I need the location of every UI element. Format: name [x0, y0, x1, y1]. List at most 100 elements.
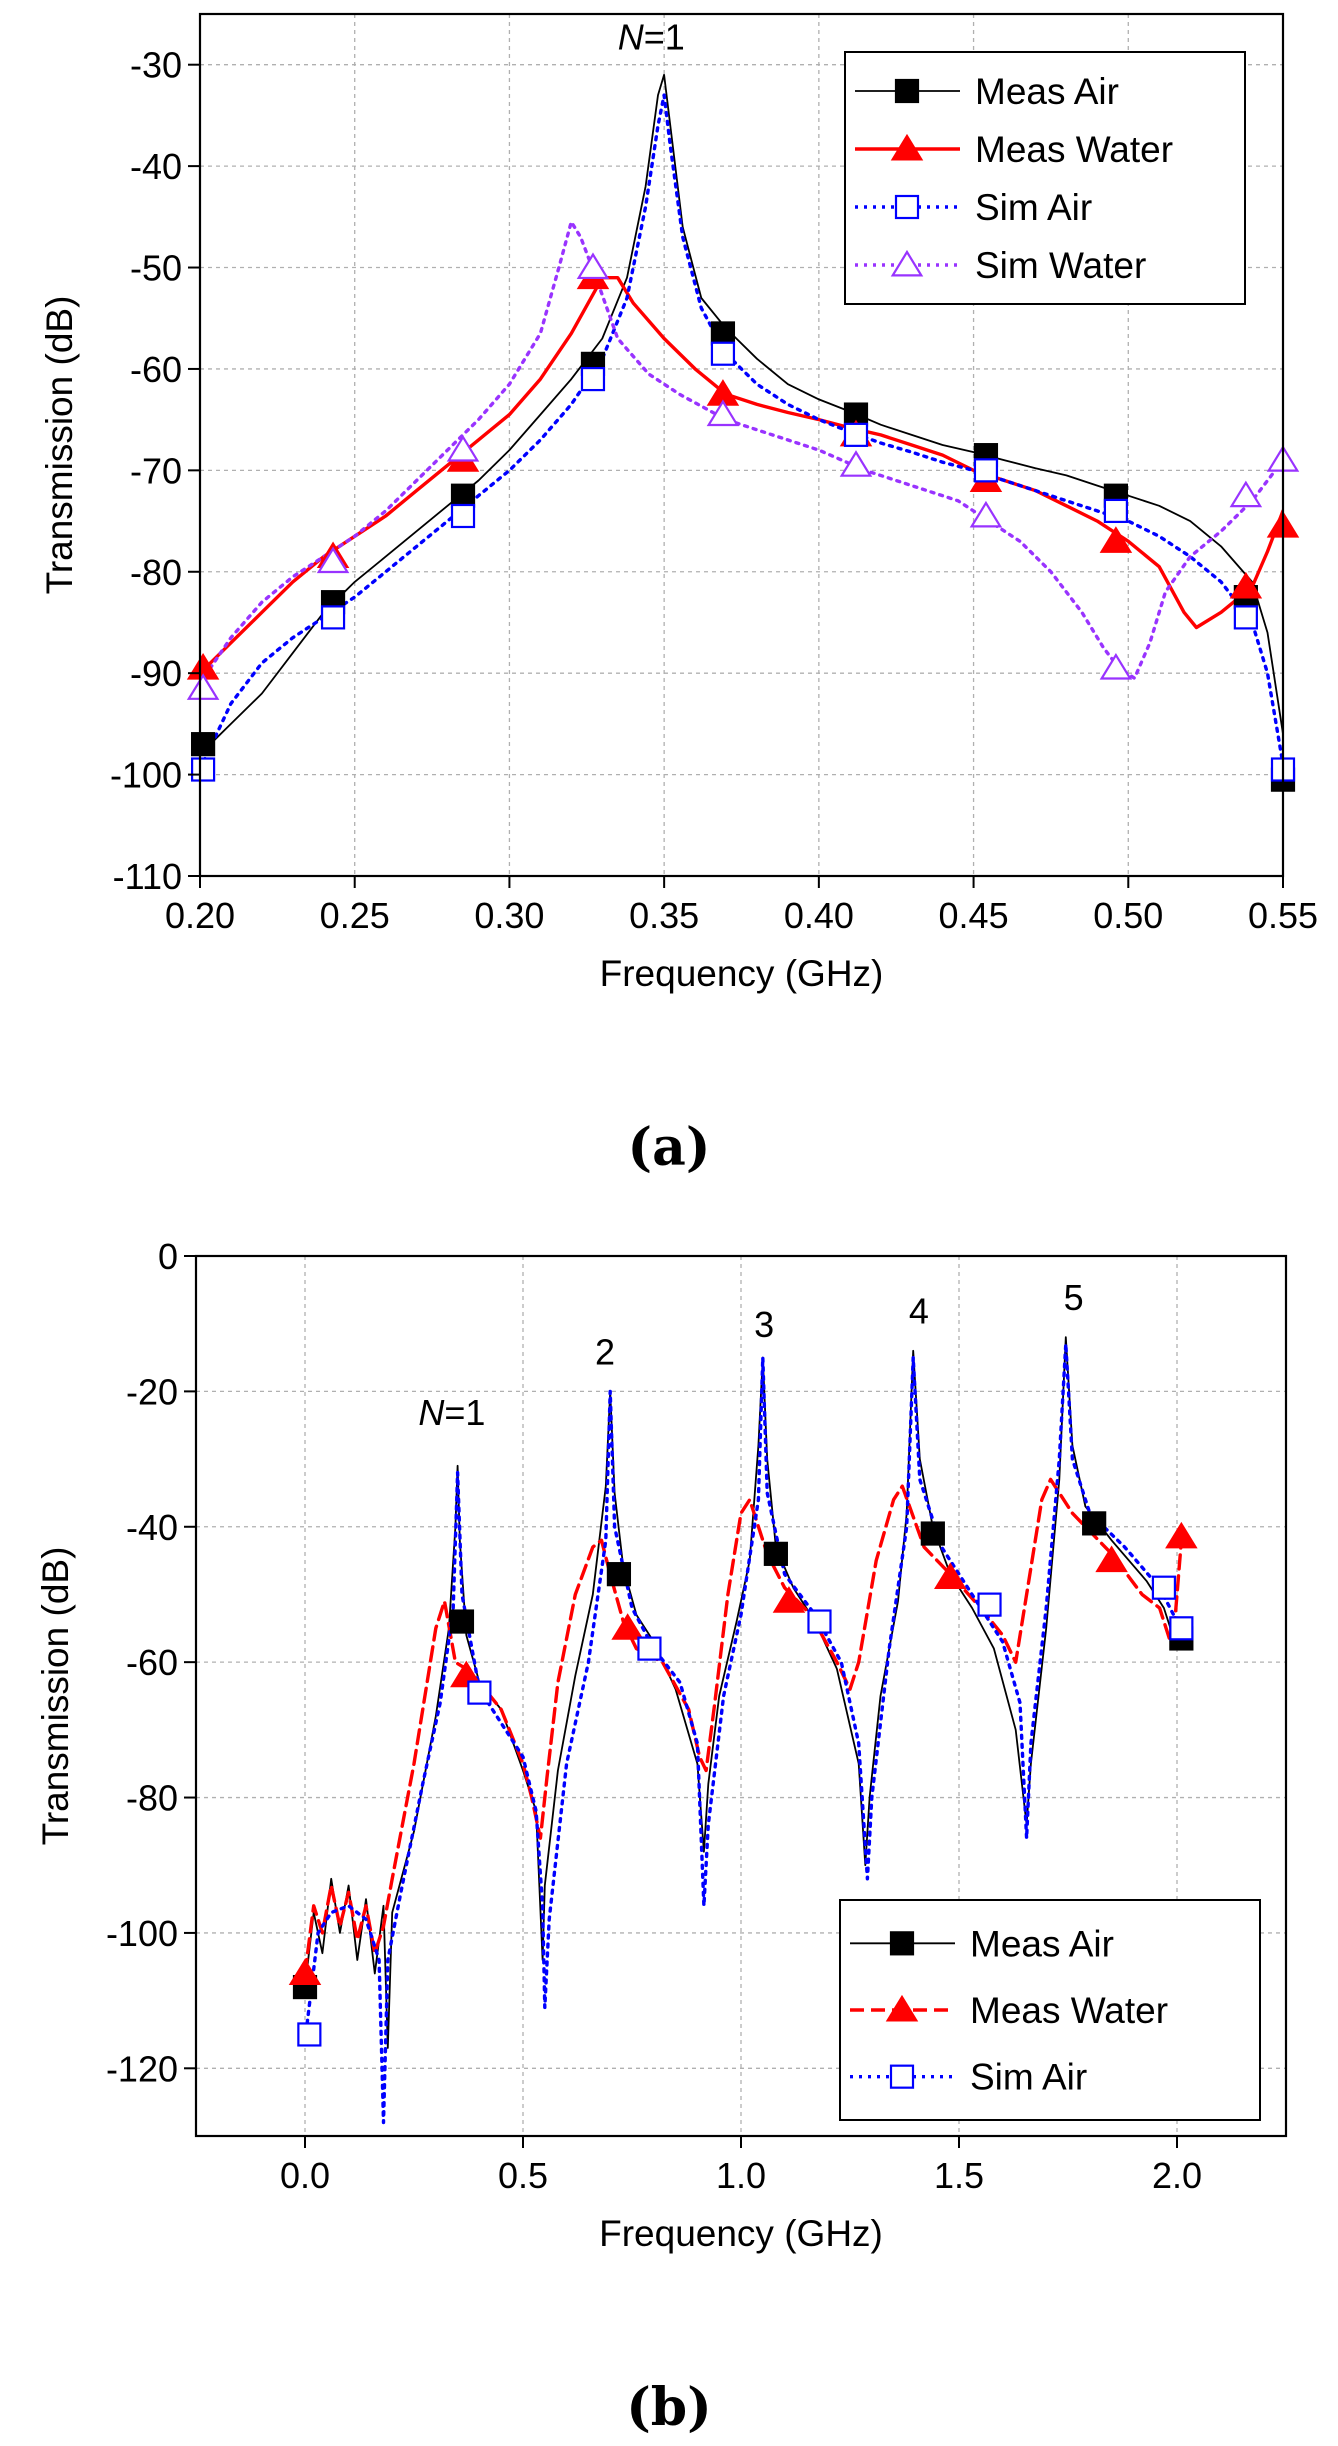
data-point-sim-air: [297, 2022, 322, 2047]
legend-marker-meas-air: [889, 1931, 915, 1956]
y-tick-label: -100: [106, 1913, 178, 1954]
data-point-sim-water: [316, 546, 350, 574]
peak-annotation: N=1: [418, 1392, 485, 1433]
legend-label-sim-air: Sim Air: [970, 2057, 1087, 2098]
x-tick-label: 0.25: [320, 895, 390, 936]
legend-marker-sim-air: [894, 194, 920, 220]
y-tick-label: -50: [130, 248, 182, 289]
legend-label-sim-water: Sim Water: [975, 245, 1146, 286]
data-point-meas-water: [934, 1562, 967, 1590]
y-tick-label: -120: [106, 2048, 178, 2089]
x-tick-label: 0.5: [498, 2155, 548, 2196]
legend-label-meas-water: Meas Water: [970, 1990, 1168, 2031]
data-point-sim-air: [807, 1609, 832, 1634]
caption-b: (b): [626, 2377, 712, 2438]
axes-frame: [198, 12, 1285, 878]
legend-label-meas-air: Meas Air: [975, 71, 1119, 112]
data-point-meas-water: [288, 1958, 322, 1986]
data-point-meas-water: [611, 1613, 644, 1640]
data-point-sim-air: [1169, 1616, 1194, 1641]
y-axis-label: Transmission (dB): [39, 296, 80, 595]
y-tick-label: -30: [130, 45, 182, 86]
x-tick-label: 1.0: [716, 2155, 766, 2196]
peak-annotation: 5: [1064, 1277, 1084, 1318]
legend-label-meas-air: Meas Air: [970, 1923, 1114, 1964]
data-point-sim-air: [320, 605, 346, 630]
x-tick-label: 0.0: [280, 2155, 330, 2196]
legend-marker-meas-water: [890, 133, 924, 161]
x-tick-label: 0.45: [939, 895, 1009, 936]
data-point-meas-water: [1095, 1545, 1128, 1573]
y-tick-label: -90: [130, 653, 182, 694]
y-tick-label: -80: [130, 552, 182, 593]
data-point-sim-air: [467, 1680, 492, 1705]
data-point-meas-air: [710, 321, 736, 346]
x-tick-label: 0.40: [784, 895, 854, 936]
data-point-sim-water: [1099, 652, 1133, 680]
data-point-sim-air: [710, 341, 736, 366]
data-point-sim-air: [637, 1636, 662, 1661]
series-line-meas-air: [304, 1336, 1187, 2049]
data-point-meas-water: [1165, 1521, 1198, 1549]
data-point-meas-air: [449, 1609, 475, 1634]
data-point-sim-water: [576, 252, 610, 280]
chart-panel-a: 0.20 0.25 0.30 0.35 0.40 0.45 0.50 0.55 -30 -40 -5…: [39, 12, 1318, 994]
y-axis-label: Transmission (dB): [35, 1547, 76, 1846]
data-point-meas-water: [772, 1586, 806, 1613]
y-tick-label: 0: [158, 1236, 178, 1277]
y-tick-label: -100: [110, 755, 182, 796]
legend: Meas Air Meas Water Sim Air: [839, 1899, 1261, 2121]
x-tick-label: 1.5: [934, 2155, 984, 2196]
markers: [288, 1511, 1198, 2047]
series-line-sim-air: [303, 1342, 1188, 2125]
y-tick-label: -110: [113, 856, 182, 897]
y-tick-label: -60: [126, 1642, 178, 1683]
y-tick-label: -60: [130, 349, 182, 390]
data-point-sim-water: [706, 399, 740, 427]
data-point-sim-water: [446, 434, 480, 462]
y-tick-label: -20: [126, 1371, 178, 1412]
legend: Meas Air Meas Water Sim Air Sim Water: [844, 51, 1246, 305]
x-tick-label: 0.35: [629, 895, 699, 936]
data-point-meas-air: [920, 1521, 945, 1546]
data-point-sim-air: [580, 366, 606, 392]
x-tick-label: 0.20: [165, 895, 235, 936]
legend-marker-sim-air: [889, 2064, 915, 2089]
data-point-meas-air: [606, 1562, 632, 1587]
plot-area: [303, 1336, 1188, 2125]
data-point-meas-water: [1229, 571, 1263, 599]
tick-labels: 0.0 0.5 1.0 1.5 2.0 0 -20 -40 -60 -80 -100 -120: [106, 1236, 1202, 2196]
series-line-meas-water: [200, 276, 1283, 675]
legend-marker-meas-air: [894, 78, 920, 104]
y-tick-label: -80: [126, 1778, 178, 1819]
peak-annotation: 3: [754, 1304, 774, 1345]
data-point-sim-air: [1233, 605, 1258, 630]
gridlines: [196, 1255, 1286, 2136]
legend-marker-meas-water: [885, 1994, 919, 2022]
data-point-sim-water: [839, 450, 873, 477]
data-point-sim-air: [450, 503, 476, 529]
data-point-meas-air: [450, 483, 476, 508]
markers: [186, 252, 1300, 792]
data-point-meas-air: [763, 1541, 788, 1566]
data-point-sim-water: [186, 673, 220, 700]
legend-marker-sim-water: [890, 249, 924, 277]
legend-label-meas-water: Meas Water: [975, 129, 1173, 170]
data-point-meas-water: [1099, 526, 1133, 553]
data-point-sim-air: [977, 1592, 1002, 1617]
data-point-meas-air: [190, 732, 216, 757]
legend-label-sim-air: Sim Air: [975, 187, 1092, 228]
data-point-sim-water: [969, 500, 1003, 528]
data-point-sim-air: [973, 458, 999, 483]
x-tick-label: 0.50: [1093, 895, 1163, 936]
x-tick-label: 2.0: [1152, 2155, 1202, 2196]
data-point-sim-air: [1151, 1575, 1177, 1600]
caption-a: (a): [628, 1117, 711, 1178]
data-point-sim-air: [190, 757, 216, 782]
y-tick-label: -70: [130, 450, 182, 491]
x-axis-label: Frequency (GHz): [600, 953, 884, 994]
data-point-sim-air: [1103, 498, 1129, 524]
peak-annotation: 4: [909, 1291, 929, 1332]
y-tick-label: -40: [126, 1507, 178, 1548]
